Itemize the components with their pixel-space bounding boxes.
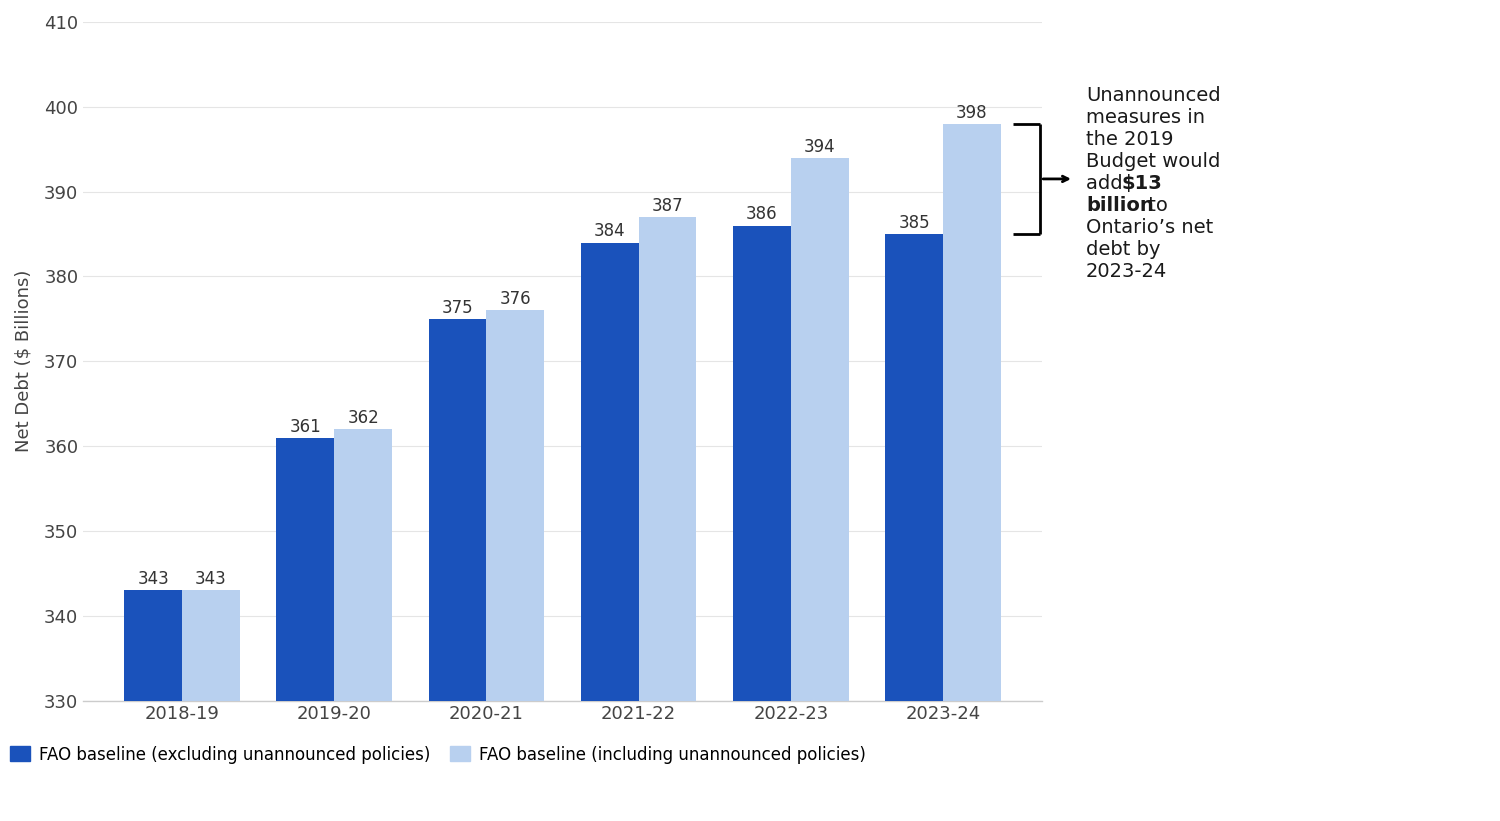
Bar <box>429 319 486 821</box>
Text: 387: 387 <box>651 197 684 215</box>
Text: billion: billion <box>1086 196 1154 215</box>
Legend: FAO baseline (excluding unannounced policies), FAO baseline (including unannounc: FAO baseline (excluding unannounced poli… <box>4 739 871 770</box>
Text: 376: 376 <box>500 291 531 308</box>
Bar <box>276 438 334 821</box>
Text: 2023-24: 2023-24 <box>1086 262 1167 281</box>
Text: measures in: measures in <box>1086 108 1204 126</box>
Text: 361: 361 <box>290 418 321 435</box>
Text: 343: 343 <box>195 571 226 588</box>
Text: 384: 384 <box>594 222 626 241</box>
Text: 385: 385 <box>898 214 930 232</box>
Text: Budget would: Budget would <box>1086 152 1221 171</box>
Text: 343: 343 <box>138 571 170 588</box>
Text: Ontario’s net: Ontario’s net <box>1086 218 1214 237</box>
Bar <box>486 310 544 821</box>
Text: the 2019: the 2019 <box>1086 130 1173 149</box>
Bar <box>734 226 790 821</box>
Bar <box>790 158 849 821</box>
Bar <box>124 590 182 821</box>
Bar <box>334 429 392 821</box>
Text: 362: 362 <box>348 409 380 427</box>
Y-axis label: Net Debt ($ Billions): Net Debt ($ Billions) <box>15 270 33 452</box>
Bar <box>639 217 696 821</box>
Text: to: to <box>1142 196 1167 215</box>
Text: 394: 394 <box>804 138 836 156</box>
Text: add: add <box>1086 174 1130 193</box>
Text: Unannounced: Unannounced <box>1086 85 1221 104</box>
Bar <box>885 234 944 821</box>
Text: $13: $13 <box>1122 174 1162 193</box>
Bar <box>580 242 639 821</box>
Bar <box>944 124 1000 821</box>
Text: 386: 386 <box>746 205 777 223</box>
Bar <box>182 590 240 821</box>
Text: 398: 398 <box>956 103 987 122</box>
Text: debt by: debt by <box>1086 240 1161 259</box>
Text: 375: 375 <box>441 299 474 317</box>
